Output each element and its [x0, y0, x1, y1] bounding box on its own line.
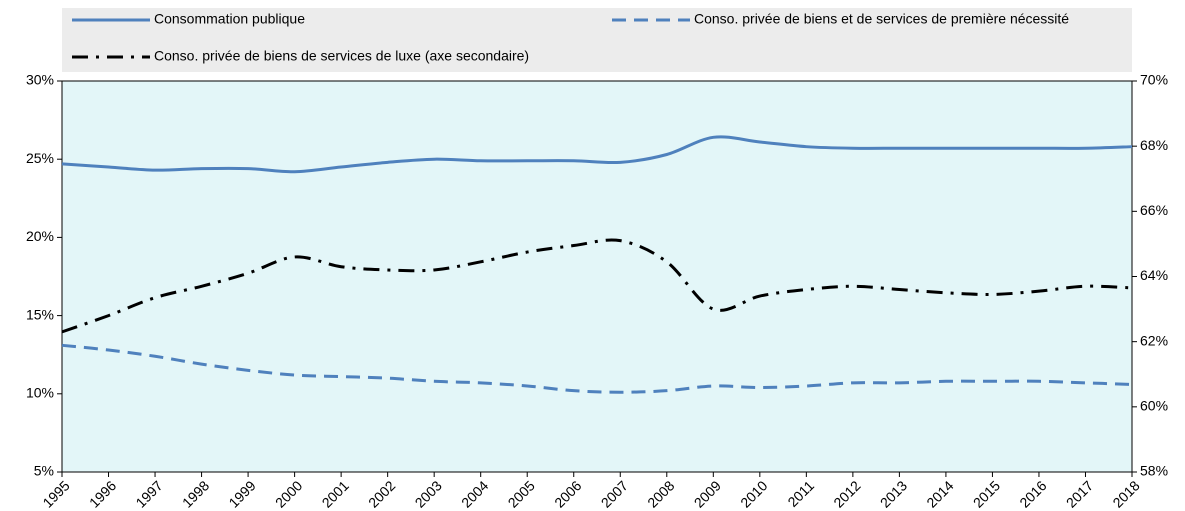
- legend-label: Conso. privée de biens de services de lu…: [154, 48, 529, 64]
- x-tick-label: 2000: [272, 477, 305, 510]
- x-tick-label: 2002: [365, 477, 398, 510]
- y-tick-label: 15%: [26, 306, 54, 322]
- legend-box: [62, 8, 1132, 72]
- y-tick-label: 10%: [26, 385, 54, 401]
- series-line: [61, 135, 1133, 174]
- x-tick-label: 2015: [970, 477, 1003, 510]
- x-tick-label: 1995: [39, 477, 72, 510]
- x-tick-label: 2006: [551, 477, 584, 510]
- x-tick-label: 2009: [691, 477, 724, 510]
- x-tick-label: 2014: [923, 477, 956, 510]
- x-tick-label: 2008: [644, 477, 677, 510]
- y2-tick-label: 66%: [1140, 202, 1168, 218]
- y2-tick-label: 64%: [1140, 267, 1168, 283]
- plot-area: [62, 81, 1132, 472]
- x-tick-label: 2011: [784, 477, 817, 510]
- x-tick-label: 2001: [319, 477, 352, 510]
- y-tick-label: 20%: [26, 228, 54, 244]
- y2-tick-label: 68%: [1140, 137, 1168, 153]
- y-tick-label: 25%: [26, 150, 54, 166]
- x-tick-label: 2013: [877, 477, 910, 510]
- x-tick-label: 1998: [179, 477, 212, 510]
- legend-label: Consommation publique: [154, 11, 305, 27]
- series-line: [61, 343, 1133, 394]
- x-tick-label: 2016: [1016, 477, 1049, 510]
- x-tick-label: 2007: [598, 477, 631, 510]
- x-tick-label: 2017: [1063, 477, 1096, 510]
- y-tick-label: 30%: [26, 72, 54, 88]
- x-tick-label: 1999: [225, 477, 258, 510]
- legend-label: Conso. privée de biens et de services de…: [694, 11, 1069, 27]
- x-tick-label: 1997: [132, 477, 165, 510]
- y2-tick-label: 58%: [1140, 463, 1168, 479]
- x-tick-label: 1996: [86, 477, 119, 510]
- y2-tick-label: 70%: [1140, 72, 1168, 88]
- x-tick-label: 2005: [505, 477, 538, 510]
- y2-tick-label: 62%: [1140, 332, 1168, 348]
- y-tick-label: 5%: [34, 463, 54, 479]
- x-tick-label: 2012: [830, 477, 863, 510]
- y2-tick-label: 60%: [1140, 398, 1168, 414]
- x-tick-label: 2004: [458, 477, 491, 510]
- x-tick-label: 2010: [737, 477, 770, 510]
- x-tick-label: 2003: [412, 477, 445, 510]
- x-tick-label: 2018: [1109, 477, 1142, 510]
